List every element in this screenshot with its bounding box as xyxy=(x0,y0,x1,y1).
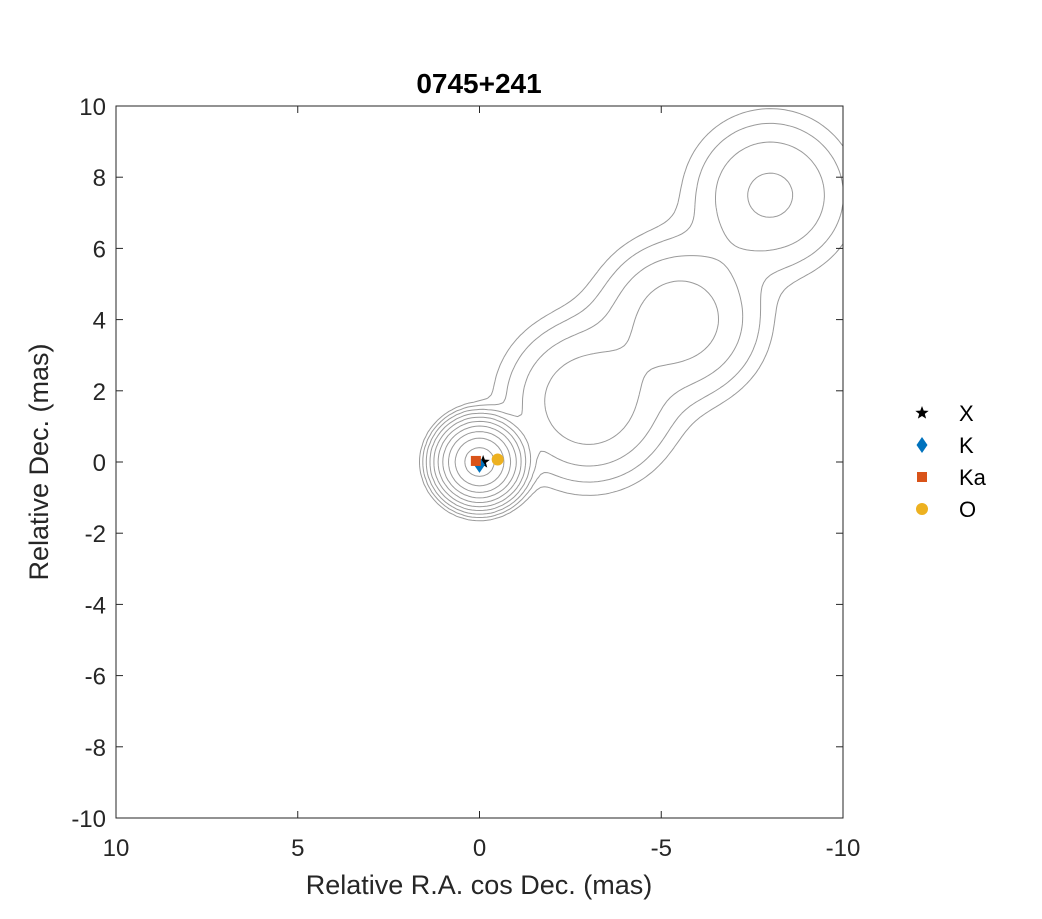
x-tick-label: -10 xyxy=(826,835,861,862)
contour-level xyxy=(437,420,522,503)
contour-level xyxy=(442,425,517,499)
y-tick-label: -2 xyxy=(85,521,106,548)
x-tick-label: 5 xyxy=(291,835,304,862)
legend-label-k: K xyxy=(959,433,974,458)
x-tick-label: 10 xyxy=(103,835,130,862)
legend-marker-o xyxy=(916,503,928,515)
legend-label-o: O xyxy=(959,497,976,522)
y-tick-label: -6 xyxy=(85,664,106,691)
y-tick-label: -4 xyxy=(85,592,106,619)
y-tick-label: 8 xyxy=(93,165,106,192)
y-tick-label: 0 xyxy=(93,450,106,477)
data-markers xyxy=(470,453,504,473)
x-axis-title: Relative R.A. cos Dec. (mas) xyxy=(306,870,653,900)
legend-label-x: X xyxy=(959,401,974,426)
contour-level xyxy=(448,431,512,493)
legend-marker-k xyxy=(916,437,928,453)
y-tick-label: 2 xyxy=(93,379,106,406)
contour-level xyxy=(433,416,527,508)
x-tick-label: -5 xyxy=(651,835,672,862)
chart-title: 0745+241 xyxy=(416,68,541,99)
contour-level xyxy=(419,108,843,522)
contour-level xyxy=(454,437,505,487)
data-point-x xyxy=(476,455,490,468)
data-point-o xyxy=(491,453,504,466)
x-tick-label: 0 xyxy=(473,835,486,862)
y-tick-label: 6 xyxy=(93,236,106,263)
legend-marker-ka xyxy=(917,472,927,482)
contour-level xyxy=(422,122,843,518)
legend-marker-x xyxy=(915,406,929,419)
contour-level xyxy=(425,141,825,515)
legend-label-ka: Ka xyxy=(959,465,987,490)
y-tick-label: 10 xyxy=(79,94,106,121)
contour-level xyxy=(429,172,794,511)
legend: XK Ka O xyxy=(915,401,987,522)
y-tick-label: -10 xyxy=(71,806,106,833)
y-tick-label: 4 xyxy=(93,308,106,335)
data-point-ka xyxy=(470,455,481,466)
y-tick-label: -8 xyxy=(85,735,106,762)
contour-map xyxy=(419,108,843,522)
y-axis-title: Relative Dec. (mas) xyxy=(24,343,54,580)
